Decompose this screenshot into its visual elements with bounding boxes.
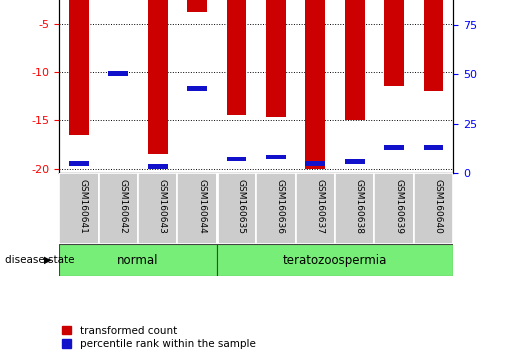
- Bar: [148, 0, 167, 154]
- Text: disease state: disease state: [5, 255, 75, 265]
- Text: ▶: ▶: [44, 255, 52, 265]
- Bar: [148, 164, 167, 169]
- Bar: [138, 173, 177, 244]
- Bar: [266, 0, 286, 118]
- Bar: [345, 0, 365, 120]
- Bar: [69, 0, 89, 135]
- Bar: [424, 145, 443, 150]
- Bar: [296, 173, 335, 244]
- Bar: [217, 244, 453, 276]
- Bar: [69, 161, 89, 166]
- Bar: [424, 0, 443, 91]
- Bar: [345, 159, 365, 164]
- Text: GSM160640: GSM160640: [434, 179, 442, 234]
- Bar: [187, 86, 207, 91]
- Bar: [217, 173, 256, 244]
- Bar: [414, 173, 453, 244]
- Bar: [305, 0, 325, 169]
- Bar: [109, 72, 128, 76]
- Text: GSM160641: GSM160641: [79, 179, 88, 234]
- Text: GSM160636: GSM160636: [276, 179, 285, 234]
- Text: GSM160639: GSM160639: [394, 179, 403, 234]
- Text: GSM160635: GSM160635: [236, 179, 246, 234]
- Bar: [335, 173, 374, 244]
- Bar: [256, 173, 296, 244]
- Bar: [384, 145, 404, 150]
- Bar: [187, 0, 207, 12]
- Legend: transformed count, percentile rank within the sample: transformed count, percentile rank withi…: [62, 326, 255, 349]
- Bar: [227, 156, 246, 161]
- Bar: [305, 161, 325, 166]
- Text: normal: normal: [117, 254, 159, 267]
- Bar: [227, 0, 246, 115]
- Bar: [59, 244, 217, 276]
- Bar: [384, 0, 404, 86]
- Text: GSM160643: GSM160643: [158, 179, 167, 234]
- Text: GSM160644: GSM160644: [197, 179, 206, 234]
- Bar: [266, 155, 286, 159]
- Bar: [99, 173, 138, 244]
- Text: GSM160638: GSM160638: [355, 179, 364, 234]
- Text: teratozoospermia: teratozoospermia: [283, 254, 387, 267]
- Text: GSM160637: GSM160637: [315, 179, 324, 234]
- Bar: [374, 173, 414, 244]
- Bar: [59, 173, 99, 244]
- Bar: [177, 173, 217, 244]
- Text: GSM160642: GSM160642: [118, 179, 127, 234]
